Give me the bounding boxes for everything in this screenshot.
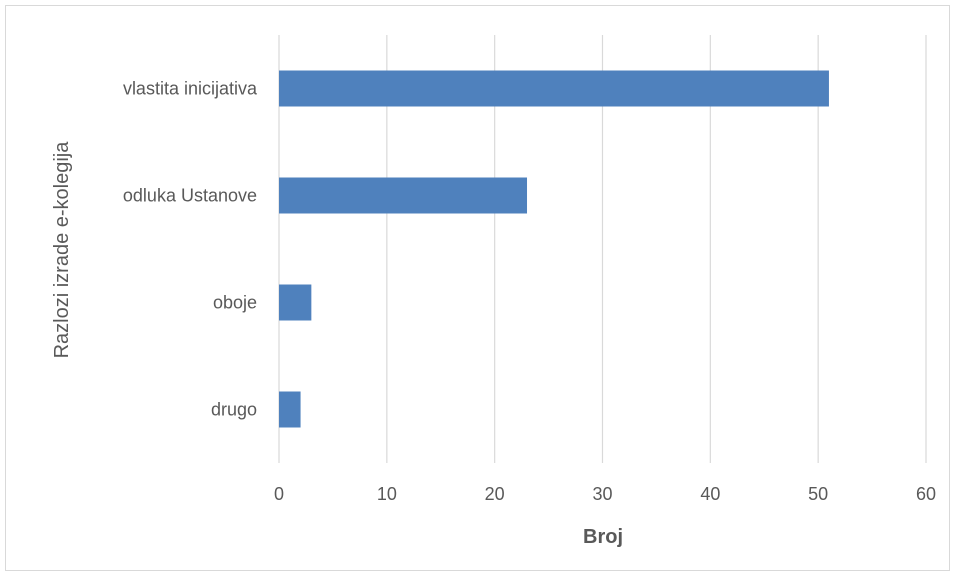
category-label-1: odluka Ustanove — [123, 186, 257, 206]
bar-2 — [279, 284, 312, 321]
x-tick-label-50: 50 — [808, 484, 828, 504]
x-tick-label-40: 40 — [700, 484, 720, 504]
x-tick-labels: 0 10 20 30 40 50 60 — [274, 484, 936, 504]
category-label-3: drugo — [211, 400, 257, 420]
y-axis-title: Razlozi izrade e-kolegija — [51, 141, 73, 359]
bar-3 — [279, 391, 301, 428]
x-tick-label-60: 60 — [916, 484, 936, 504]
x-axis-title: Broj — [583, 526, 623, 548]
x-tick-label-30: 30 — [592, 484, 612, 504]
bar-0 — [279, 70, 829, 107]
x-tick-label-0: 0 — [274, 484, 284, 504]
category-labels: vlastita inicijativa odluka Ustanove oboje… — [123, 79, 258, 420]
x-tick-label-10: 10 — [377, 484, 397, 504]
bar-1 — [279, 177, 528, 214]
category-label-2: oboje — [213, 293, 257, 313]
category-label-0: vlastita inicijativa — [123, 79, 258, 99]
bars — [279, 70, 829, 428]
x-tick-label-20: 20 — [485, 484, 505, 504]
